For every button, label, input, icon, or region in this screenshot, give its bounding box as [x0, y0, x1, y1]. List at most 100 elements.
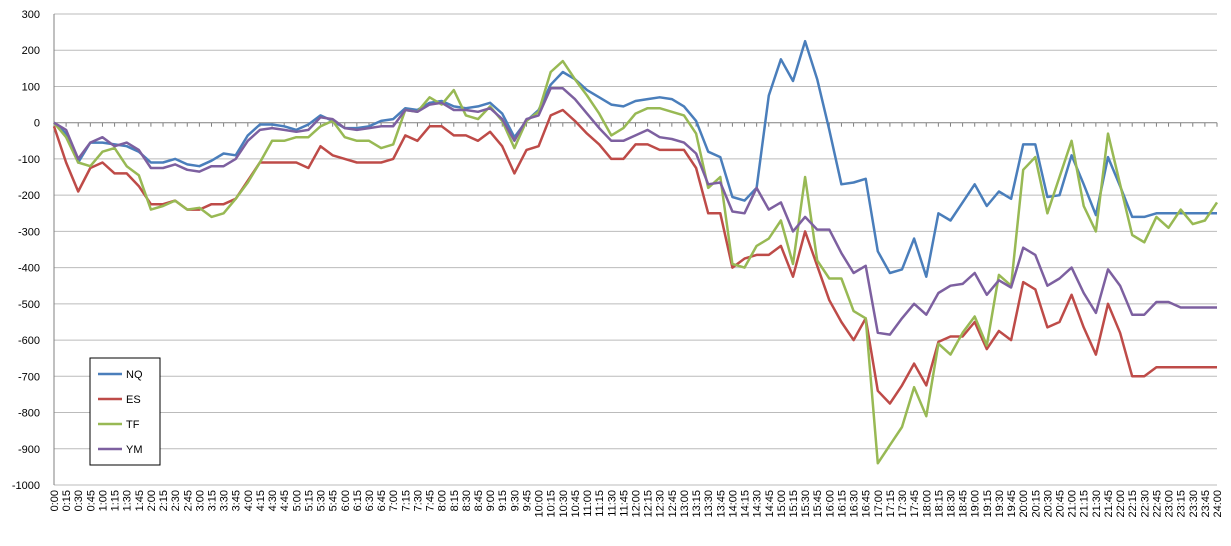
x-tick-label: 0:00	[49, 490, 61, 511]
y-tick-label: 200	[22, 45, 40, 57]
x-tick-label: 17:30	[897, 490, 909, 518]
x-tick-label: 3:00	[194, 490, 206, 511]
x-tick-label: 0:15	[61, 490, 73, 511]
x-tick-label: 2:30	[170, 490, 182, 511]
x-tick-label: 23:15	[1176, 490, 1188, 518]
x-tick-label: 20:15	[1030, 490, 1042, 518]
x-tick-label: 9:00	[485, 490, 497, 511]
x-tick-label: 16:30	[849, 490, 861, 518]
x-tick-label: 1:00	[97, 490, 109, 511]
x-tick-label: 23:45	[1200, 490, 1212, 518]
x-tick-label: 8:15	[449, 490, 461, 511]
x-tick-label: 10:30	[558, 490, 570, 518]
x-tick-label: 19:15	[982, 490, 994, 518]
x-tick-label: 17:45	[909, 490, 921, 518]
x-tick-label: 1:45	[134, 490, 146, 511]
x-tick-label: 13:00	[679, 490, 691, 518]
x-tick-label: 11:15	[594, 490, 606, 517]
legend-label: YM	[126, 444, 143, 456]
x-tick-label: 9:30	[509, 490, 521, 511]
y-tick-label: -400	[18, 263, 40, 275]
x-tick-label: 4:15	[255, 490, 267, 511]
x-tick-label: 22:30	[1139, 490, 1151, 518]
legend-box	[89, 357, 161, 466]
y-tick-label: -700	[18, 371, 40, 383]
x-tick-label: 5:00	[291, 490, 303, 511]
x-tick-label: 8:30	[461, 490, 473, 511]
x-tick-label: 13:15	[691, 490, 703, 518]
series-line	[53, 59, 1219, 465]
x-tick-label: 19:00	[970, 490, 982, 518]
x-tick-label: 12:00	[631, 490, 643, 518]
x-tick-label: 21:00	[1067, 490, 1079, 518]
x-tick-label: 17:15	[885, 490, 897, 518]
x-tick-label: 5:30	[316, 490, 328, 511]
x-tick-label: 22:45	[1151, 490, 1163, 518]
x-tick-label: 22:00	[1115, 490, 1127, 518]
x-tick-label: 0:45	[85, 490, 97, 511]
x-tick-label: 21:15	[1079, 490, 1091, 518]
x-tick-label: 7:15	[400, 490, 412, 511]
x-tick-label: 8:45	[473, 490, 485, 511]
x-tick-label: 14:45	[764, 490, 776, 518]
x-tick-label: 2:45	[182, 490, 194, 511]
x-tick-label: 6:15	[352, 490, 364, 511]
legend-label: ES	[126, 394, 141, 406]
y-tick-label: -100	[18, 154, 40, 166]
x-tick-label: 15:45	[812, 490, 824, 518]
x-tick-label: 1:15	[110, 490, 122, 511]
x-tick-label: 2:15	[158, 490, 170, 511]
x-tick-label: 4:30	[267, 490, 279, 511]
x-tick-label: 15:30	[800, 490, 812, 518]
y-tick-label: 100	[22, 81, 40, 93]
x-tick-label: 9:45	[521, 490, 533, 511]
x-tick-label: 10:00	[534, 490, 546, 518]
x-tick-label: 6:45	[376, 490, 388, 511]
series-line	[53, 87, 1217, 336]
x-tick-label: 11:30	[606, 490, 618, 517]
x-tick-label: 20:45	[1055, 490, 1067, 518]
x-tick-label: 7:00	[388, 490, 400, 511]
x-tick-label: 18:45	[958, 490, 970, 518]
y-tick-label: 0	[34, 118, 40, 130]
x-tick-label: 18:30	[945, 490, 957, 518]
x-tick-label: 2:00	[146, 490, 158, 511]
x-tick-label: 14:00	[727, 490, 739, 518]
y-tick-label: 300	[22, 9, 40, 21]
x-tick-label: 11:45	[618, 490, 630, 517]
x-tick-label: 14:15	[740, 490, 752, 518]
x-tick-label: 14:30	[752, 490, 764, 518]
x-tick-label: 8:00	[437, 490, 449, 511]
y-tick-label: -300	[18, 226, 40, 238]
y-tick-label: -800	[18, 408, 40, 420]
x-tick-label: 12:45	[667, 490, 679, 518]
x-tick-label: 19:30	[994, 490, 1006, 518]
x-tick-label: 4:00	[243, 490, 255, 511]
y-tick-label: -200	[18, 190, 40, 202]
x-tick-label: 16:00	[824, 490, 836, 518]
x-tick-label: 21:45	[1103, 490, 1115, 518]
x-tick-label: 16:45	[861, 490, 873, 518]
x-tick-label: 10:15	[546, 490, 558, 518]
legend-label: TF	[126, 419, 140, 431]
x-tick-label: 7:30	[412, 490, 424, 511]
x-tick-label: 3:45	[231, 490, 243, 511]
x-tick-label: 10:45	[570, 490, 582, 518]
x-tick-label: 7:45	[425, 490, 437, 511]
x-tick-label: 6:00	[340, 490, 352, 511]
x-tick-label: 11:00	[582, 490, 594, 517]
x-tick-label: 3:30	[219, 490, 231, 511]
y-tick-label: -1000	[12, 480, 40, 492]
x-tick-label: 3:15	[206, 490, 218, 511]
x-tick-label: 5:45	[328, 490, 340, 511]
x-tick-label: 21:30	[1091, 490, 1103, 518]
x-tick-label: 18:00	[921, 490, 933, 518]
x-tick-label: 1:30	[122, 490, 134, 511]
x-tick-label: 20:00	[1018, 490, 1030, 518]
x-tick-label: 6:30	[364, 490, 376, 511]
x-tick-label: 24:00	[1212, 490, 1224, 518]
x-tick-label: 4:45	[279, 490, 291, 511]
x-tick-label: 9:15	[497, 490, 509, 511]
x-tick-label: 15:15	[788, 490, 800, 518]
